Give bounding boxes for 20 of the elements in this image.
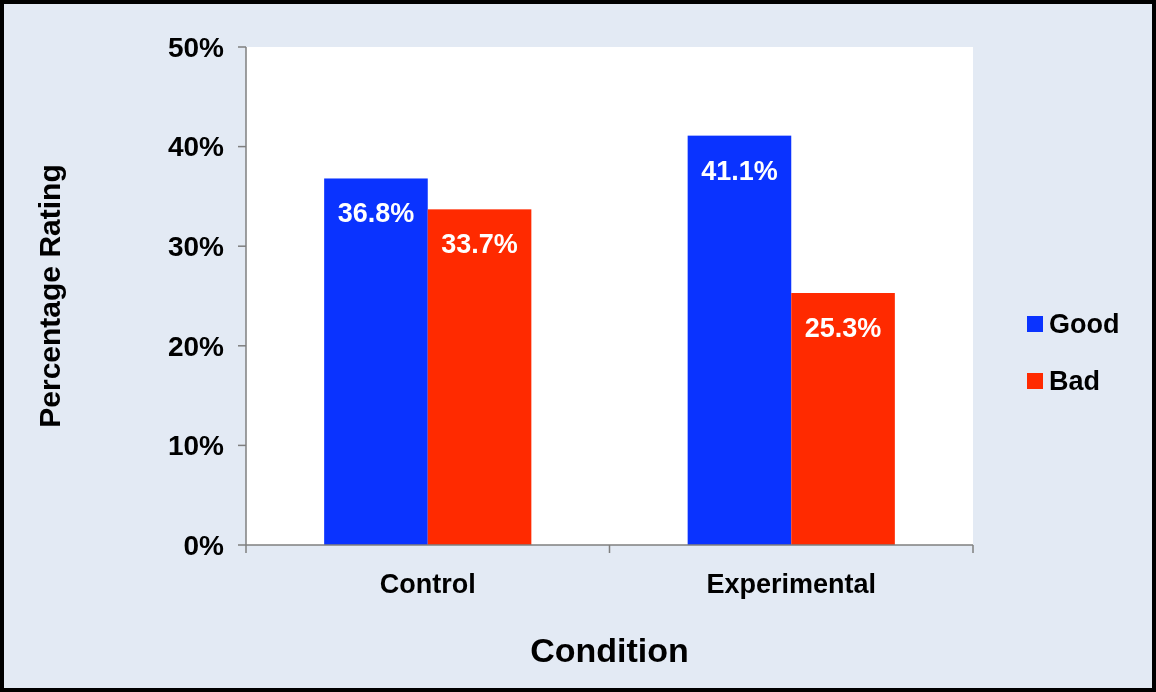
y-tick-label: 30% bbox=[167, 231, 225, 262]
data-label: 36.8% bbox=[337, 198, 415, 229]
y-tick-label: 20% bbox=[167, 330, 225, 362]
bar bbox=[791, 293, 895, 545]
legend-label: Bad bbox=[1049, 366, 1101, 397]
y-tick-label: 50% bbox=[167, 31, 225, 63]
bar bbox=[687, 135, 792, 545]
data-label: 25.3% bbox=[804, 313, 882, 344]
y-axis-title: Percentage Rating bbox=[33, 164, 66, 428]
bar bbox=[427, 209, 532, 545]
y-tick-label: 0% bbox=[183, 529, 225, 561]
data-label: 33.7% bbox=[441, 229, 518, 260]
x-axis-title: Condition bbox=[530, 631, 689, 669]
y-tick-label: 10% bbox=[167, 430, 225, 462]
y-tick-label: 40% bbox=[167, 131, 225, 163]
data-label: 41.1% bbox=[701, 155, 778, 186]
x-tick-label: Control bbox=[379, 569, 476, 599]
x-tick-label: Experimental bbox=[706, 569, 877, 599]
legend-label: Good bbox=[1049, 309, 1120, 340]
bar bbox=[324, 178, 428, 545]
